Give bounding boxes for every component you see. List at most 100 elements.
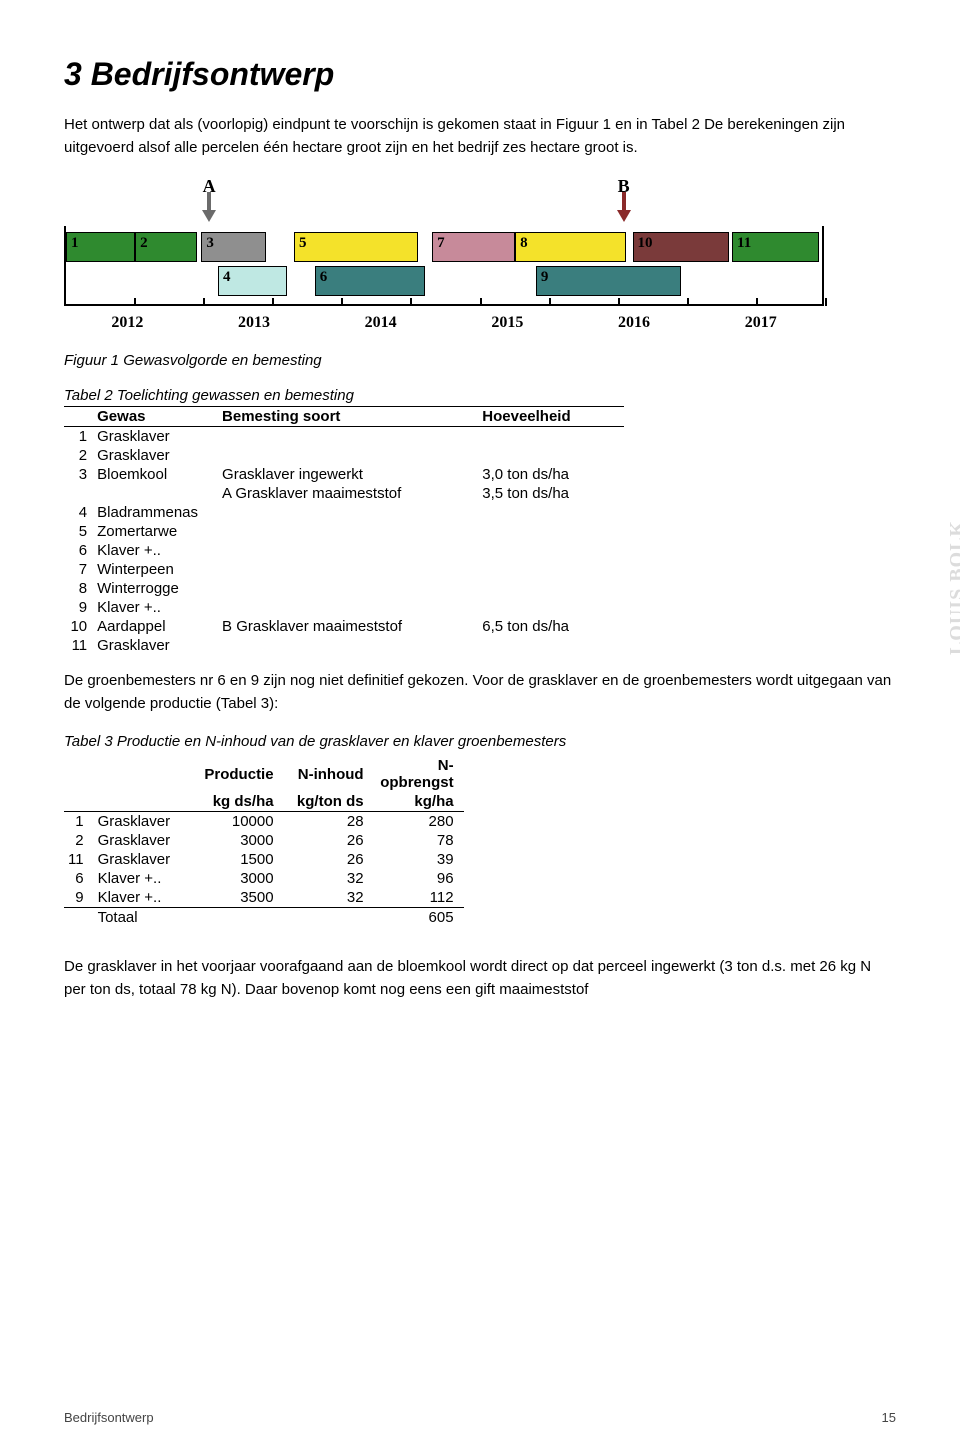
row-num: 11 — [64, 636, 93, 655]
row-gewas: Winterrogge — [93, 579, 218, 598]
row-gewas: Grasklaver — [93, 446, 218, 465]
row-hoe — [478, 579, 624, 598]
row-gewas: Klaver +.. — [93, 541, 218, 560]
row-ninh: 26 — [284, 831, 374, 850]
row-hoe — [478, 503, 624, 522]
gantt-bar-5: 5 — [294, 232, 418, 262]
row-bem — [218, 503, 478, 522]
t3-col-nop: N-opbrengst — [374, 756, 464, 792]
gantt-bar-6: 6 — [315, 266, 426, 296]
t2-col-hoeveelheid: Hoeveelheid — [478, 406, 624, 426]
year-label: 2017 — [697, 314, 824, 332]
arrow-label: A — [203, 176, 216, 197]
table-row: 9Klaver +..350032112 — [64, 888, 464, 908]
row-hoe — [478, 541, 624, 560]
table-row: 1Grasklaver1000028280 — [64, 812, 464, 832]
intro-paragraph: Het ontwerp dat als (voorlopig) eindpunt… — [64, 113, 896, 160]
row-nop: 39 — [374, 850, 464, 869]
year-label: 2015 — [444, 314, 571, 332]
row-num: 9 — [64, 888, 94, 908]
row-num: 11 — [64, 850, 94, 869]
row-bem — [218, 579, 478, 598]
gantt-bar-2: 2 — [135, 232, 197, 262]
gantt-bar-11: 11 — [732, 232, 819, 262]
row-hoe: 6,5 ton ds/ha — [478, 617, 624, 636]
row-hoe — [478, 522, 624, 541]
row-bem: A Grasklaver maaimeststof — [218, 484, 478, 503]
table-total-row: Totaal 605 — [64, 908, 464, 928]
footer-left: Bedrijfsontwerp — [64, 1410, 154, 1425]
row-hoe: 3,0 ton ds/ha — [478, 465, 624, 484]
row-name: Klaver +.. — [94, 869, 194, 888]
gantt-bar-1: 1 — [66, 232, 135, 262]
row-hoe — [478, 560, 624, 579]
row-bem — [218, 560, 478, 579]
row-nop: 78 — [374, 831, 464, 850]
row-bem — [218, 446, 478, 465]
year-label: 2013 — [191, 314, 318, 332]
row-prod: 10000 — [194, 812, 284, 832]
total-value: 605 — [374, 908, 464, 928]
table3-caption: Tabel 3 Productie en N-inhoud van de gra… — [64, 733, 896, 750]
row-num: 10 — [64, 617, 93, 636]
row-name: Grasklaver — [94, 850, 194, 869]
table2: Gewas Bemesting soort Hoeveelheid 1Grask… — [64, 406, 624, 655]
row-hoe: 3,5 ton ds/ha — [478, 484, 624, 503]
total-label: Totaal — [94, 908, 194, 928]
table-row: 10AardappelB Grasklaver maaimeststof6,5 … — [64, 617, 624, 636]
arrow-A: A — [202, 192, 216, 222]
row-bem — [218, 522, 478, 541]
table-row: 4Bladrammenas — [64, 503, 624, 522]
arrow-B: B — [617, 192, 631, 222]
row-hoe — [478, 426, 624, 446]
t3-col-ninh: N-inhoud — [284, 756, 374, 792]
row-hoe — [478, 598, 624, 617]
year-label: 2012 — [64, 314, 191, 332]
row-ninh: 28 — [284, 812, 374, 832]
row-prod: 3000 — [194, 869, 284, 888]
row-ninh: 32 — [284, 888, 374, 908]
row-gewas: Zomertarwe — [93, 522, 218, 541]
row-bem — [218, 636, 478, 655]
table-row: 1Grasklaver — [64, 426, 624, 446]
row-bem — [218, 541, 478, 560]
row-bem: B Grasklaver maaimeststof — [218, 617, 478, 636]
row-num: 7 — [64, 560, 93, 579]
page-title: 3 Bedrijfsontwerp — [64, 56, 896, 93]
row-nop: 280 — [374, 812, 464, 832]
row-name: Klaver +.. — [94, 888, 194, 908]
row-num: 4 — [64, 503, 93, 522]
row-num — [64, 484, 93, 503]
gantt-bar-10: 10 — [633, 232, 730, 262]
gantt-diagram: AB 1234567891011 20122013201420152016201… — [64, 192, 824, 332]
gantt-bar-3: 3 — [201, 232, 266, 262]
row-gewas: Grasklaver — [93, 426, 218, 446]
gantt-bar-8: 8 — [515, 232, 626, 262]
row-bem — [218, 426, 478, 446]
row-prod: 3500 — [194, 888, 284, 908]
row-num: 9 — [64, 598, 93, 617]
row-num: 1 — [64, 426, 93, 446]
row-ninh: 32 — [284, 869, 374, 888]
arrow-label: B — [618, 176, 630, 197]
row-bem: Grasklaver ingewerkt — [218, 465, 478, 484]
gantt-bar-9: 9 — [536, 266, 681, 296]
row-gewas: Aardappel — [93, 617, 218, 636]
table-row: 7Winterpeen — [64, 560, 624, 579]
t2-col-gewas: Gewas — [93, 406, 218, 426]
table2-caption: Tabel 2 Toelichting gewassen en bemestin… — [64, 387, 896, 404]
table-row: 6Klaver +..30003296 — [64, 869, 464, 888]
figure1-caption: Figuur 1 Gewasvolgorde en bemesting — [64, 352, 896, 369]
mid-paragraph: De groenbemesters nr 6 en 9 zijn nog nie… — [64, 669, 896, 716]
table-row: A Grasklaver maaimeststof3,5 ton ds/ha — [64, 484, 624, 503]
row-ninh: 26 — [284, 850, 374, 869]
row-bem — [218, 598, 478, 617]
table-row: 3BloemkoolGrasklaver ingewerkt3,0 ton ds… — [64, 465, 624, 484]
gantt-bar-4: 4 — [218, 266, 287, 296]
row-gewas: Klaver +.. — [93, 598, 218, 617]
year-label: 2016 — [571, 314, 698, 332]
row-gewas: Bladrammenas — [93, 503, 218, 522]
last-paragraph: De grasklaver in het voorjaar voorafgaan… — [64, 955, 896, 1002]
row-num: 6 — [64, 541, 93, 560]
t2-col-bemesting: Bemesting soort — [218, 406, 478, 426]
